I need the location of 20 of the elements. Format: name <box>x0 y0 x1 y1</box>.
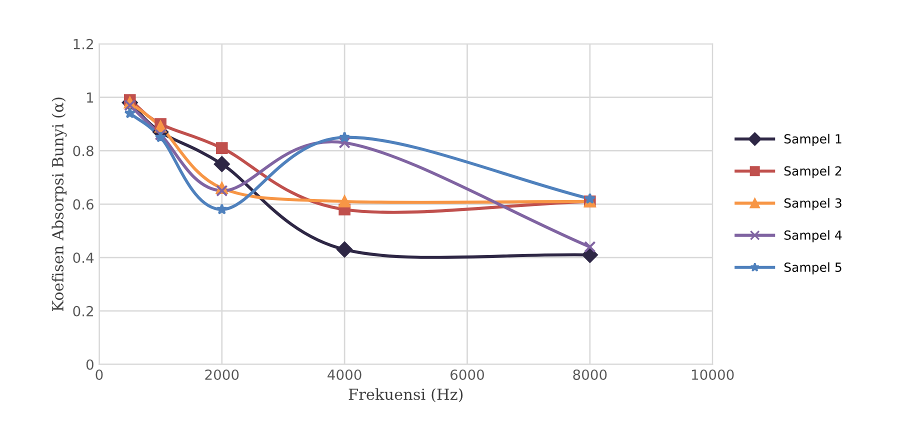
legend-label: Sampel 3 <box>784 198 842 210</box>
y-tick-label: 1.2 <box>74 38 93 50</box>
y-tick-label: 0 <box>86 359 94 370</box>
legend-label: Sampel 1 <box>784 134 842 146</box>
legend-label: Sampel 4 <box>784 230 842 242</box>
x-tick-label: 4000 <box>328 369 362 380</box>
x-tick-label: 10000 <box>692 369 734 380</box>
y-tick-label: 1 <box>87 92 94 103</box>
y-axis-title: Koefisen Absorpsi Bunyi (α) <box>52 98 67 311</box>
y-tick-label: 0.6 <box>73 199 94 210</box>
y-tick-label: 0.2 <box>73 306 93 316</box>
x-tick-label: 6000 <box>450 369 484 380</box>
legend-label: Sampel 5 <box>784 262 842 274</box>
x-tick-label: 8000 <box>573 369 607 380</box>
x-tick-label: 0 <box>96 369 103 380</box>
x-tick-label: 2000 <box>205 369 239 380</box>
y-tick-label: 0.4 <box>73 252 94 264</box>
x-axis-title: Frekuensi (Hz) <box>348 388 463 402</box>
y-tick-label: 0.8 <box>73 146 94 156</box>
legend-label: Sampel 2 <box>784 166 842 178</box>
